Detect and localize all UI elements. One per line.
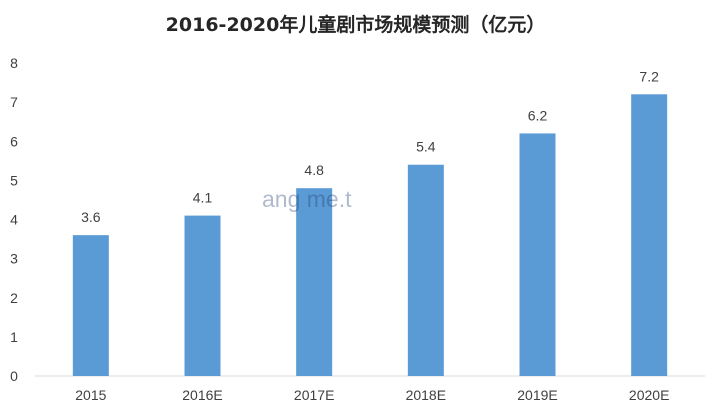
bar — [407, 164, 444, 376]
data-label: 3.6 — [81, 209, 101, 225]
x-tick-label: 2017E — [294, 387, 334, 403]
y-tick-label: 7 — [10, 94, 18, 110]
y-tick-label: 6 — [10, 133, 18, 149]
x-tick-label: 2018E — [406, 387, 446, 403]
y-tick-label: 4 — [10, 212, 18, 228]
watermark-text: ang me.t — [262, 186, 352, 212]
bar — [184, 215, 221, 376]
data-label: 6.2 — [528, 107, 548, 123]
chart-title: 2016-2020年儿童剧市场规模预测（亿元） — [165, 14, 546, 36]
y-tick-label: 3 — [10, 251, 18, 267]
data-label: 5.4 — [416, 139, 436, 155]
y-tick-label: 1 — [10, 329, 18, 345]
x-tick-label: 2016E — [182, 387, 222, 403]
x-tick-label: 2020E — [629, 387, 669, 403]
data-label: 7.2 — [639, 68, 659, 84]
bar — [72, 235, 109, 376]
x-tick-label: 2019E — [517, 387, 557, 403]
y-tick-label: 0 — [10, 368, 18, 384]
y-tick-label: 5 — [10, 172, 18, 188]
data-label: 4.1 — [193, 190, 213, 206]
bar — [296, 188, 333, 376]
bar — [631, 94, 668, 377]
x-tick-label: 2015 — [75, 387, 106, 403]
y-tick-label: 2 — [10, 290, 18, 306]
bar — [519, 133, 556, 376]
y-tick-label: 8 — [10, 55, 18, 71]
data-label: 4.8 — [304, 162, 324, 178]
